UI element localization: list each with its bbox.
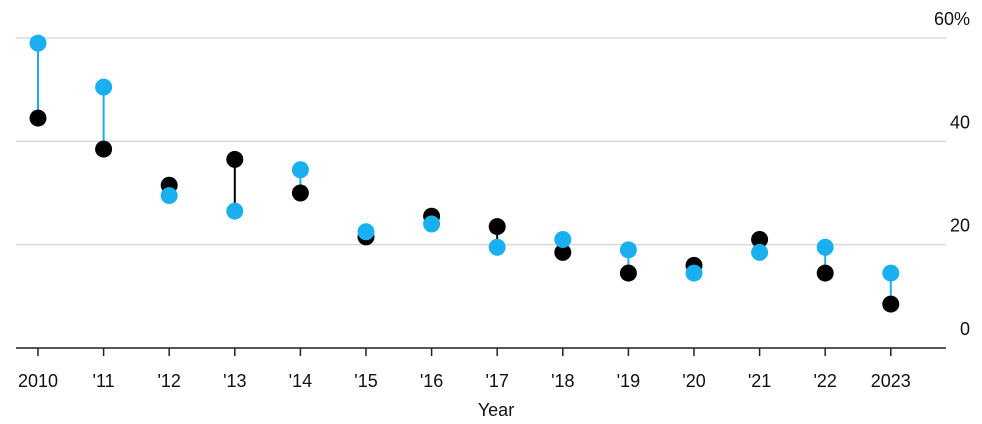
point-black <box>751 231 769 248</box>
x-tick-label: '20 <box>682 371 705 391</box>
y-tick-label: 40 <box>950 112 970 132</box>
x-tick-label: '12 <box>157 371 180 391</box>
point-blue <box>488 238 506 256</box>
point-blue <box>554 231 572 248</box>
gridlines <box>16 37 946 246</box>
point-blue <box>291 161 309 179</box>
point-black <box>291 184 309 202</box>
y-tick-label: 20 <box>950 216 970 236</box>
y-axis-tick-labels: 0 20 40 60% <box>934 9 970 339</box>
x-axis-label: Year <box>478 400 514 420</box>
y-tick-label: 60% <box>934 9 970 29</box>
x-tick-label: '22 <box>813 371 836 391</box>
point-black <box>29 109 47 127</box>
point-blue <box>95 78 113 96</box>
point-blue <box>226 202 244 220</box>
point-blue <box>685 264 703 282</box>
point-black <box>95 140 113 158</box>
x-tick-label: '18 <box>551 371 574 391</box>
x-tick-label: '11 <box>93 371 115 391</box>
point-black <box>488 218 506 236</box>
x-tick-label: 2023 <box>871 371 911 391</box>
point-blue <box>29 34 47 52</box>
data-points <box>29 34 900 313</box>
y-tick-label: 0 <box>960 319 970 339</box>
point-blue <box>160 187 178 205</box>
x-tick-label: '14 <box>289 371 312 391</box>
point-black <box>554 243 572 261</box>
point-black <box>226 150 244 168</box>
point-blue <box>751 243 769 261</box>
x-tick-label: '17 <box>485 371 508 391</box>
x-tick-label: '19 <box>617 371 640 391</box>
x-tick-label: '16 <box>420 371 443 391</box>
x-axis: 2010 '11 '12 '13 '14 '15 '16 '17 '18 '19 '20 '21 '22… <box>16 347 946 391</box>
point-blue <box>816 238 834 256</box>
point-black <box>619 264 637 282</box>
point-blue <box>882 264 900 282</box>
x-tick-label: '13 <box>223 371 246 391</box>
point-black <box>816 264 834 282</box>
connectors <box>37 43 892 305</box>
x-tick-label: '21 <box>748 371 771 391</box>
point-black <box>882 295 900 313</box>
x-tick-label: '15 <box>354 371 377 391</box>
point-blue <box>619 241 637 259</box>
point-blue <box>357 223 375 241</box>
x-tick-label: 2010 <box>18 371 58 391</box>
point-blue <box>423 215 441 233</box>
